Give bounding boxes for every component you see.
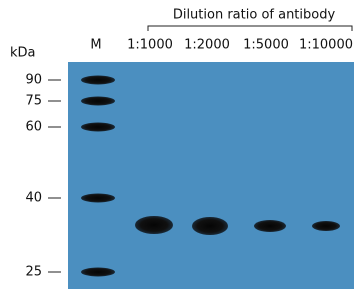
marker-label: 75 [25, 94, 42, 109]
marker-label: 60 [25, 120, 42, 135]
blot-membrane [68, 62, 354, 289]
marker-label: 25 [25, 265, 42, 280]
lane-label: 1:1000 [127, 38, 173, 53]
marker-band [81, 194, 115, 203]
header-bracket [148, 26, 352, 31]
marker-band [81, 268, 115, 277]
sample-band [312, 221, 340, 231]
marker-label: 90 [25, 73, 42, 88]
lane-label: M [90, 38, 101, 53]
sample-band [192, 217, 228, 235]
lane-label: 1:5000 [243, 38, 289, 53]
marker-label: 40 [25, 191, 42, 206]
lane-label: 1:10000 [299, 38, 353, 53]
sample-band [254, 220, 286, 232]
sample-band [135, 216, 173, 234]
marker-band [81, 76, 115, 85]
western-blot-figure: Dilution ratio of antibody kDa M 1:1000 1:… [0, 0, 355, 289]
header-title: Dilution ratio of antibody [173, 8, 336, 23]
marker-band [81, 97, 115, 106]
unit-label: kDa [10, 46, 36, 61]
marker-band [81, 123, 115, 132]
lane-label: 1:2000 [184, 38, 230, 53]
